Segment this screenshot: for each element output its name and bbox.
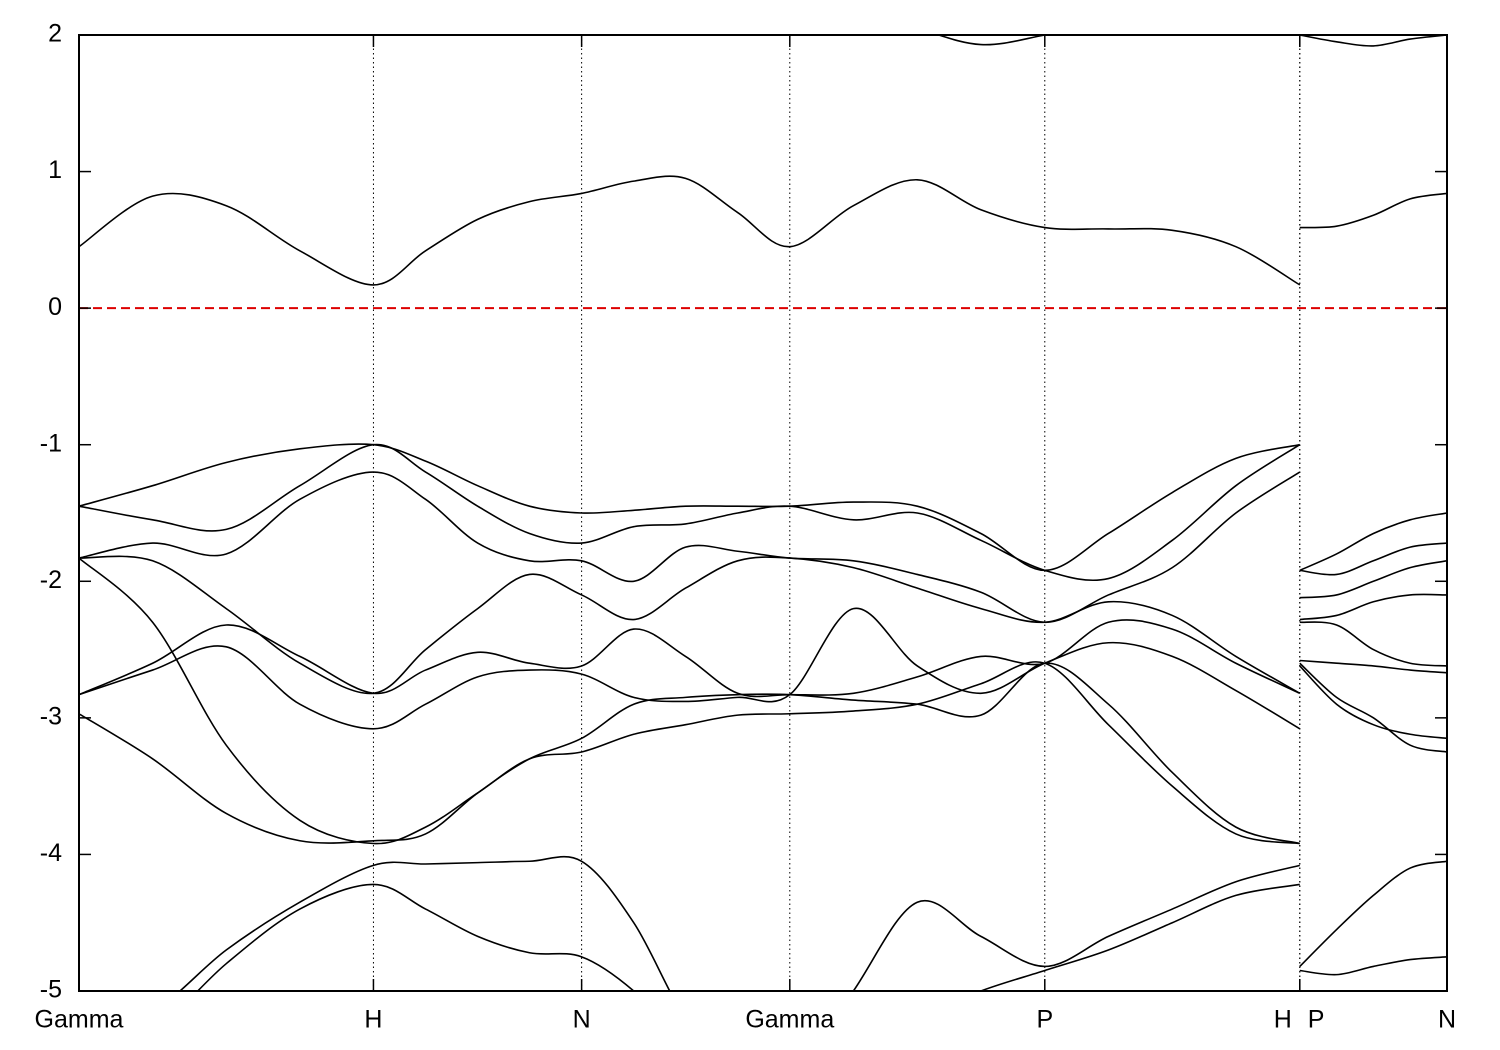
y-tick-label: -2	[40, 566, 62, 594]
y-tick-label: -3	[40, 702, 62, 730]
band-line	[79, 471, 1447, 624]
x-tick-label: N	[1438, 1006, 1456, 1034]
y-tick-label: -5	[40, 976, 62, 1004]
band-line	[79, 175, 1447, 286]
x-tick-label: N	[573, 1006, 591, 1034]
y-tick-label: -4	[40, 839, 62, 867]
grid	[79, 35, 1447, 991]
band-line	[79, 662, 1447, 845]
band-line	[79, 555, 1447, 695]
band-line	[79, 443, 1447, 582]
band-line	[79, 443, 1447, 572]
x-tick-label: P	[1036, 1006, 1053, 1034]
band-line	[572, 35, 1447, 47]
x-tick-label: H	[364, 1006, 382, 1034]
plot-frame	[78, 34, 1448, 992]
y-tick-label: -1	[40, 429, 62, 457]
x-tick-label: P	[1308, 1006, 1325, 1034]
bands	[79, 35, 1447, 991]
band-line	[79, 619, 1447, 698]
band-line	[178, 855, 1447, 991]
y-tick-label: 0	[48, 293, 62, 321]
band-line	[79, 557, 1447, 845]
y-tick-label: 1	[48, 156, 62, 184]
band-line	[79, 607, 1447, 730]
x-tick-label: H	[1274, 1006, 1292, 1034]
band-line	[196, 883, 1447, 991]
y-tick-label: 2	[48, 20, 62, 48]
x-tick-label: Gamma	[745, 1006, 834, 1034]
x-tick-label: Gamma	[35, 1006, 124, 1034]
